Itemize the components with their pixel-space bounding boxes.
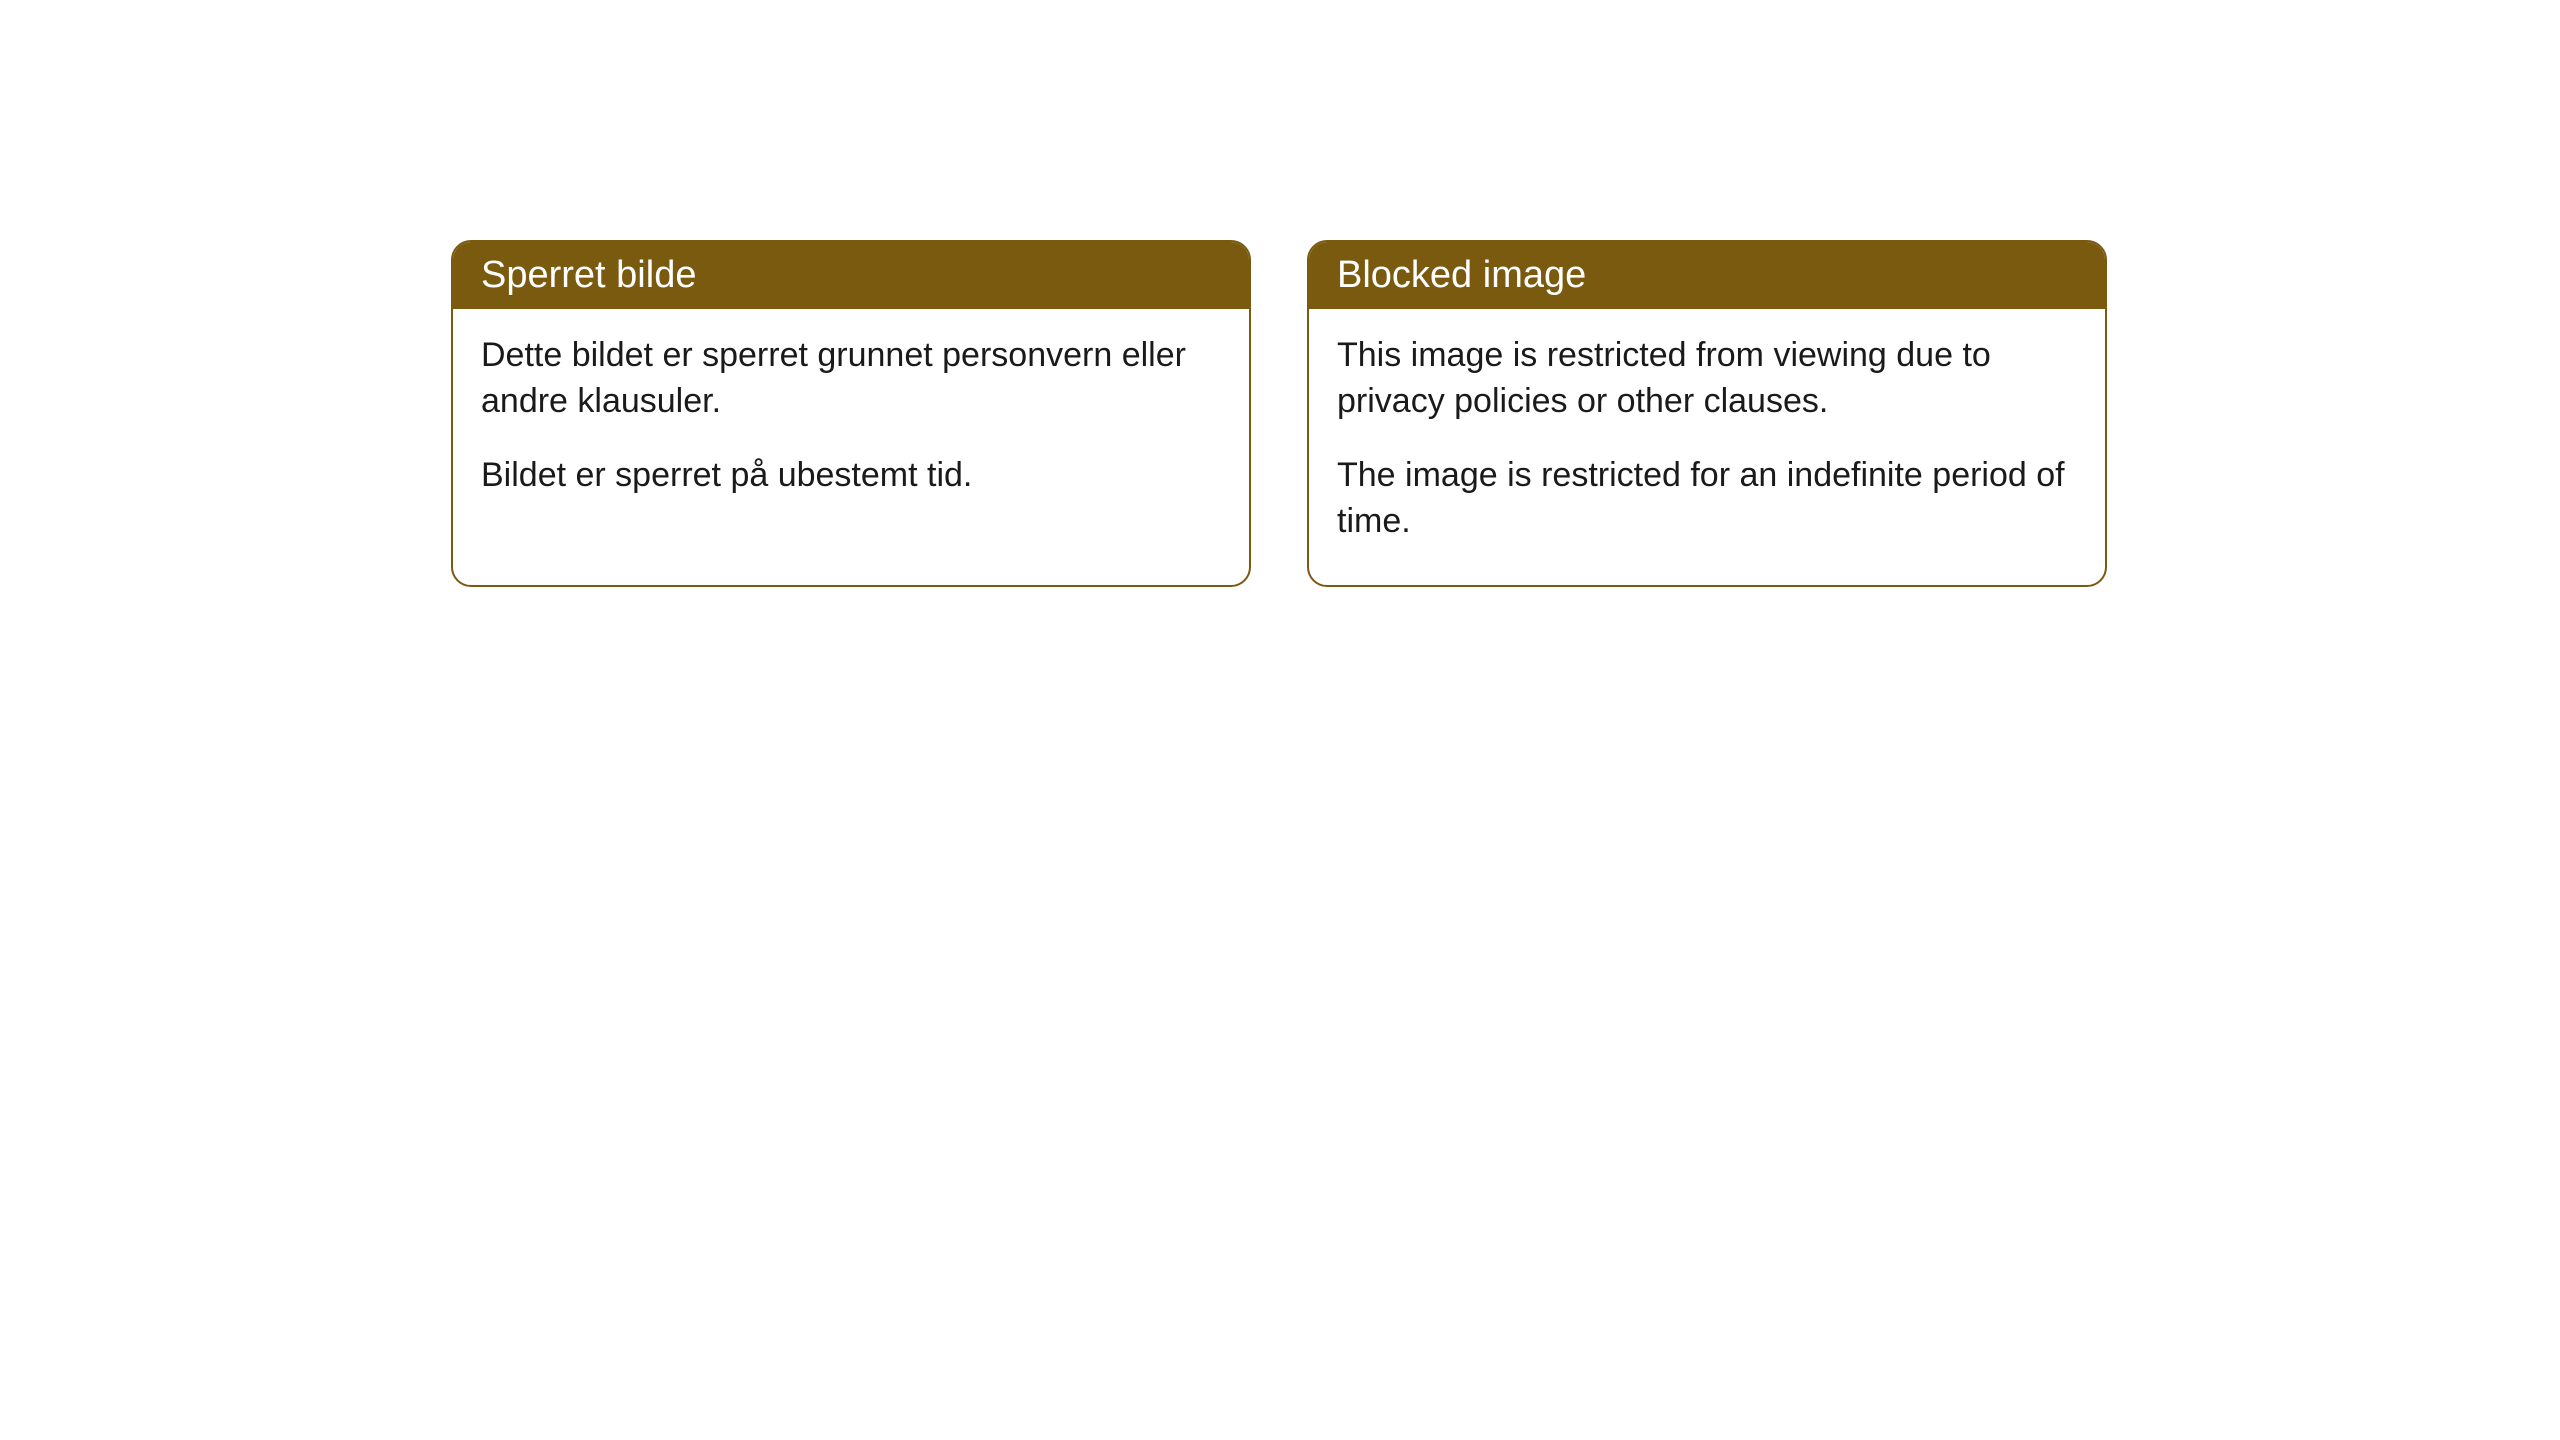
card-body: Dette bildet er sperret grunnet personve… (453, 309, 1249, 539)
notice-card-english: Blocked image This image is restricted f… (1307, 240, 2107, 587)
card-paragraph: The image is restricted for an indefinit… (1337, 453, 2077, 545)
card-body: This image is restricted from viewing du… (1309, 309, 2105, 585)
card-header: Sperret bilde (453, 242, 1249, 309)
card-paragraph: This image is restricted from viewing du… (1337, 333, 2077, 425)
notice-cards-container: Sperret bilde Dette bildet er sperret gr… (451, 240, 2107, 587)
notice-card-norwegian: Sperret bilde Dette bildet er sperret gr… (451, 240, 1251, 587)
card-paragraph: Dette bildet er sperret grunnet personve… (481, 333, 1221, 425)
card-header: Blocked image (1309, 242, 2105, 309)
card-title: Blocked image (1337, 254, 1586, 296)
card-title: Sperret bilde (481, 254, 696, 296)
card-paragraph: Bildet er sperret på ubestemt tid. (481, 453, 1221, 499)
